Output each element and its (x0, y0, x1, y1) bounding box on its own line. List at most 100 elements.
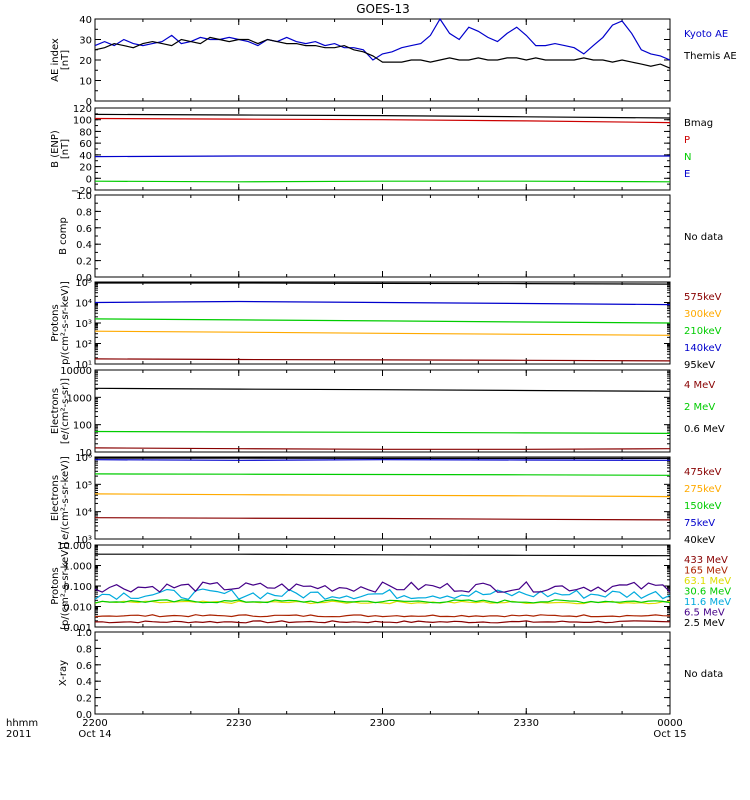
ytick-label: 0.8 (76, 207, 92, 218)
y-axis-label: B comp (58, 217, 69, 255)
series-line-e (94, 155, 670, 158)
ytick-label: 0.6 (76, 661, 92, 672)
ytick-label: 30 (79, 36, 92, 47)
series-line-6-5-mev (94, 580, 671, 593)
legend-entry: 275keV (684, 484, 722, 495)
series-line-475kev (94, 517, 671, 521)
ytick-label: 100 (73, 116, 92, 127)
ytick-label: 0.2 (76, 257, 92, 268)
ytick-label: 10¹ (75, 360, 92, 371)
legend-entry: Kyoto AE (684, 29, 728, 40)
legend-entry: 30.6 MeV (684, 587, 731, 598)
ytick-label: 0.4 (76, 240, 92, 251)
y-axis-label: [e/(cm²-s-sr)] (60, 378, 71, 444)
y-axis-label: e/(cm²-s-sr-keV)] (60, 456, 71, 540)
ytick-label: 80 (79, 127, 92, 138)
y-axis-label: Protons (50, 567, 61, 604)
xtick-label: 0000 (657, 718, 682, 729)
ytick-label: 40 (79, 151, 92, 162)
y-axis-label: B (ENP) (50, 130, 61, 168)
legend-entry: 40keV (684, 535, 715, 546)
ytick-label: 10² (75, 340, 92, 351)
y-axis-label: Protons (50, 304, 61, 341)
legend-entry: 475keV (684, 467, 722, 478)
ytick-label: 0.4 (76, 677, 92, 688)
year-label: 2011 (6, 729, 31, 740)
xtick-label: 2230 (226, 718, 251, 729)
y-axis-label: [p/(cm²-s-sr-keV)] (60, 542, 71, 630)
ytick-label: 1000 (67, 393, 92, 404)
series-line-275kev (94, 493, 671, 498)
series-line-p (94, 117, 671, 124)
panel-frame (94, 456, 671, 540)
ytick-label: −20 (71, 186, 92, 197)
ytick-label: 0.010 (63, 603, 92, 614)
ytick-label: 60 (79, 139, 92, 150)
series-line-75kev (94, 459, 671, 461)
ytick-label: 10.000 (57, 541, 92, 552)
ytick-label: 20 (79, 56, 92, 67)
time-format-label: hhmm (6, 718, 38, 729)
legend-entry: 300keV (684, 309, 722, 320)
ytick-label: 10⁵ (75, 278, 92, 289)
ytick-label: 0.0 (76, 710, 92, 721)
legend-entry: 6.5 MeV (684, 608, 725, 619)
legend-entry: P (684, 135, 690, 146)
ytick-label: 20 (79, 163, 92, 174)
series-line-63-1-mev (94, 600, 671, 605)
ytick-label: 10 (79, 77, 92, 88)
series-line-30-6-mev (94, 599, 671, 604)
ytick-label: 0 (86, 174, 92, 185)
legend-entry: 150keV (684, 501, 722, 512)
series-line-bmag (94, 113, 671, 119)
series-line-165-mev (94, 614, 671, 618)
legend-entry: 140keV (684, 343, 722, 354)
ytick-label: 10⁵ (75, 480, 92, 491)
xtick-date-label: Oct 15 (653, 729, 686, 740)
series-line-575kev (94, 358, 671, 362)
panel-protons2: 0.001 0.010 0.100 1.000 10.000 Protons [p/(cm²… (50, 541, 731, 634)
series-line-150kev (94, 473, 671, 476)
ytick-label: 10⁴ (75, 508, 92, 519)
y-axis-label: [nT] (60, 50, 71, 70)
legend-entry: E (684, 169, 690, 180)
series-line-300kev (94, 330, 671, 336)
series-line-95kev (95, 282, 671, 285)
series-line-210kev (94, 318, 671, 324)
series-line-n (94, 180, 671, 183)
panel-ae: 0 10 20 30 40 AE index [nT] Kyoto AE Themis AE (50, 15, 737, 108)
y-axis-label: Electrons (50, 475, 61, 521)
xtick-date-label: Oct 14 (78, 729, 111, 740)
ytick-label: 1.0 (76, 191, 92, 202)
series-line-11-6-mev (94, 588, 671, 601)
ytick-label: 0.8 (76, 644, 92, 655)
panel-frame (94, 631, 671, 715)
legend-entry: 0.6 MeV (684, 424, 725, 435)
no-data-label: No data (684, 232, 723, 243)
ytick-label: 1.0 (76, 628, 92, 639)
ytick-label: 40 (79, 15, 92, 26)
legend-entry: 4 MeV (684, 380, 715, 391)
xtick-label: 2200 (82, 718, 107, 729)
ytick-label: 1.000 (63, 562, 92, 573)
ytick-label: 0.001 (63, 623, 92, 634)
series-line-2-mev (94, 430, 671, 434)
ytick-label: 0.6 (76, 224, 92, 235)
panel-bcomp: 0.0 0.2 0.4 0.6 0.8 1.0 B comp No data (58, 191, 723, 284)
legend-entry: 75keV (684, 518, 715, 529)
panel-protons1: 10¹ 10² 10³ 10⁴ 10⁵ Protons p/(cm²-s-sr-keV)] 5… (50, 278, 722, 371)
series-line-2-5-mev (95, 553, 671, 557)
panel-xray: 0.0 0.2 0.4 0.6 0.8 1.0 X-ray No data (58, 628, 723, 721)
ytick-label: 10⁶ (75, 453, 92, 464)
panel-frame (94, 369, 671, 453)
ytick-label: 10000 (60, 366, 92, 377)
panel-electrons1: 10 100 1000 10000 Electrons [e/(cm²-s-sr)] 4 M… (50, 366, 725, 459)
y-axis-label: X-ray (58, 660, 69, 686)
series-line-4-mev (94, 447, 671, 450)
legend-entry: 11.6 MeV (684, 597, 731, 608)
ytick-label: 10⁴ (75, 299, 92, 310)
